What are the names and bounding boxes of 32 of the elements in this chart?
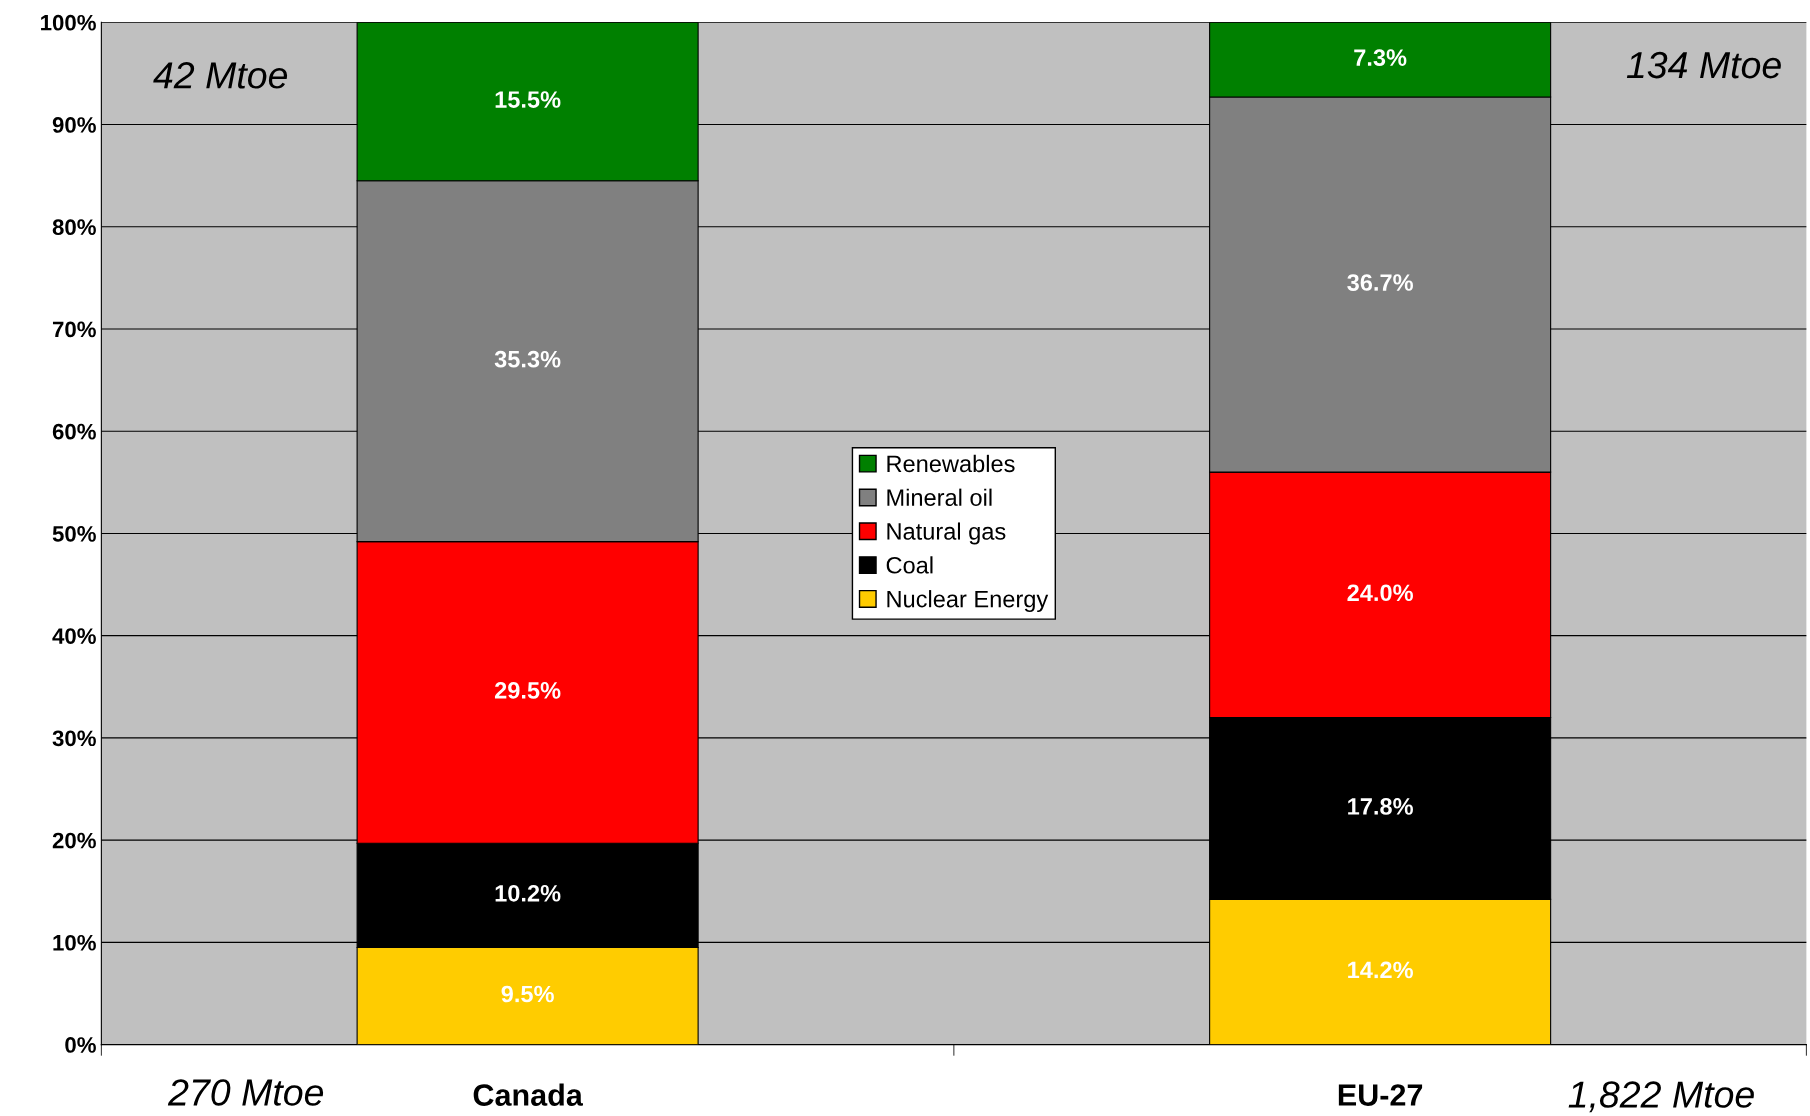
text: 270 Mtoe bbox=[167, 1079, 324, 1106]
y-tick-label: 70% bbox=[52, 321, 96, 338]
y-tick-label: 20% bbox=[52, 832, 96, 849]
data-label: 15.5% bbox=[495, 91, 561, 108]
legend-label: Renewables bbox=[887, 454, 1015, 473]
data-label: 36.7% bbox=[1347, 274, 1413, 291]
y-tick-label: 30% bbox=[52, 730, 96, 747]
data-label: 17.8% bbox=[1348, 798, 1413, 815]
legend-label: Nuclear Energy bbox=[887, 590, 1049, 613]
y-tick-label: 50% bbox=[52, 525, 96, 542]
y-tick-label: 10% bbox=[53, 934, 96, 951]
legend-label: Coal bbox=[886, 556, 933, 574]
y-tick-label: 80% bbox=[52, 219, 96, 236]
annotation: 134 Mtoe bbox=[1626, 51, 1781, 79]
text: 1,822 Mtoe bbox=[1568, 1081, 1754, 1113]
y-tick-label: 0% bbox=[65, 1037, 96, 1053]
x-tick-label: EU-27 bbox=[1338, 1084, 1423, 1106]
data-label: 10.2% bbox=[495, 884, 561, 902]
y-tick-label: 60% bbox=[52, 423, 96, 440]
y-tick-label: 40% bbox=[52, 628, 96, 644]
annotation: 42 Mtoe bbox=[153, 62, 288, 89]
data-label: 9.5% bbox=[501, 985, 554, 1003]
legend-label: Natural gas bbox=[887, 522, 1006, 545]
data-label: 7.3% bbox=[1354, 49, 1407, 66]
data-label: 14.2% bbox=[1348, 961, 1413, 979]
data-label: 29.5% bbox=[494, 682, 561, 699]
data-label: 24.0% bbox=[1347, 584, 1413, 602]
x-tick-label: Canada bbox=[473, 1083, 583, 1106]
y-tick-label: 100% bbox=[41, 14, 96, 31]
data-label: 35.3% bbox=[494, 350, 561, 368]
legend-label: Mineral oil bbox=[887, 488, 992, 506]
y-tick-label: 90% bbox=[52, 117, 96, 133]
